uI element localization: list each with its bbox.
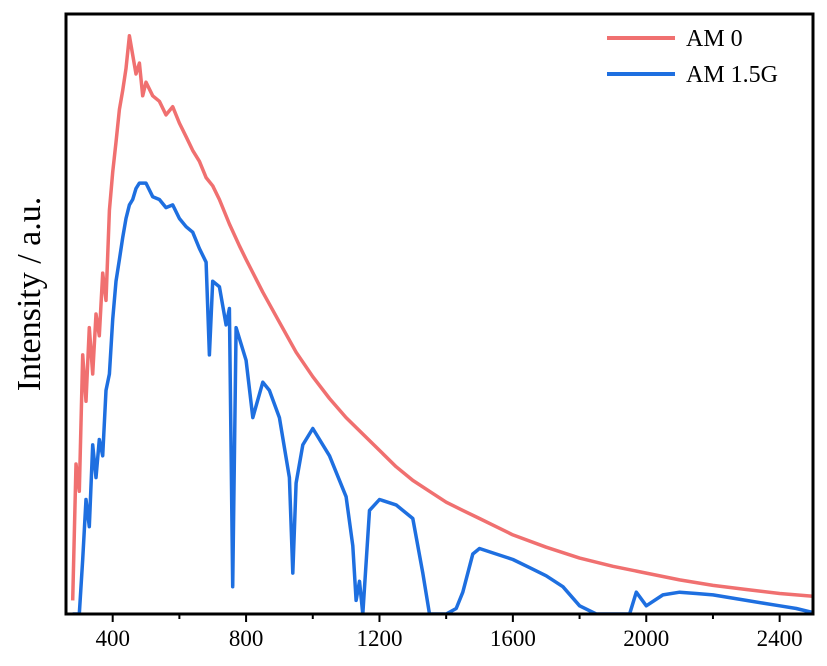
- x-tick-label: 400: [95, 626, 130, 651]
- y-axis-label: Intensity / a.u.: [11, 197, 48, 392]
- series-layer: [70, 34, 813, 614]
- x-tick-label: 2000: [623, 626, 669, 651]
- legend: AM 0 AM 1.5G: [607, 26, 778, 88]
- legend-label: AM 1.5G: [686, 62, 778, 88]
- x-tick-label: 800: [229, 626, 264, 651]
- x-tick-label: 2400: [757, 626, 803, 651]
- x-tick-label: 1200: [356, 626, 402, 651]
- plot-frame: [64, 12, 815, 616]
- series-line-am15g: [72, 181, 813, 614]
- series-line-am0: [70, 34, 813, 601]
- x-axis: 400 800 1200 1600 2000 2400: [95, 614, 803, 651]
- legend-label: AM 0: [686, 26, 743, 52]
- x-tick-label: 1600: [490, 626, 536, 651]
